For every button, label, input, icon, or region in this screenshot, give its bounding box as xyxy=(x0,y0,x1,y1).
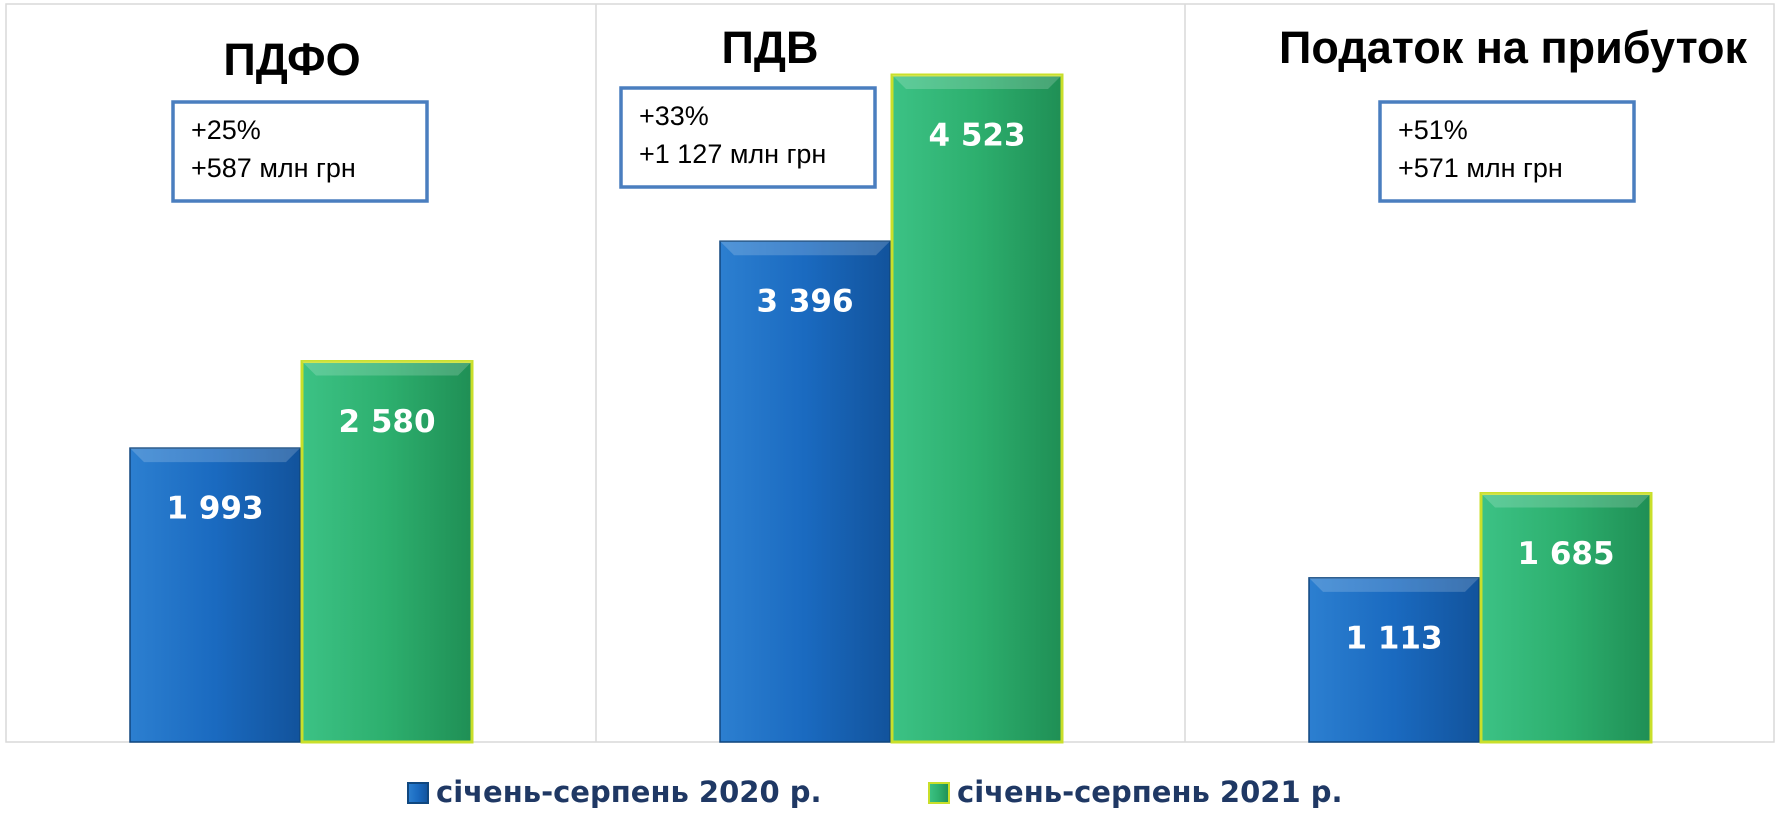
legend-label: січень-серпень 2021 р. xyxy=(957,775,1343,809)
annotation-box xyxy=(619,86,877,189)
bar xyxy=(1308,577,1480,743)
bar xyxy=(1479,492,1653,744)
bar xyxy=(719,240,891,743)
annotation: +33% xyxy=(639,101,709,131)
category-title: Податок на прибуток xyxy=(1279,22,1748,73)
value-label: 1 113 xyxy=(1345,620,1442,656)
value-label: 4 523 xyxy=(928,118,1025,154)
annotation: +1 127 млн грн xyxy=(639,139,826,169)
annotation: +587 млн грн xyxy=(191,153,356,183)
bar-bevel xyxy=(302,361,472,376)
bar xyxy=(300,360,474,744)
annotation: +25% xyxy=(191,115,261,145)
legend-swatch xyxy=(928,782,950,804)
value-label: 3 396 xyxy=(756,284,853,320)
annotation: +571 млн грн xyxy=(1398,153,1563,183)
category-title: ПДВ xyxy=(722,22,819,73)
legend-label: січень-серпень 2020 р. xyxy=(436,775,822,809)
bar-bevel xyxy=(1481,493,1651,508)
bar xyxy=(129,447,301,743)
annotation-box xyxy=(1378,100,1636,203)
bar-bevel xyxy=(1309,577,1479,592)
category-title: ПДФО xyxy=(223,34,360,85)
bar-bevel xyxy=(892,75,1062,89)
annotation-box xyxy=(171,100,429,203)
value-label: 2 580 xyxy=(338,404,435,440)
value-label: 1 993 xyxy=(166,491,263,527)
bar-bevel xyxy=(720,241,890,256)
annotation: +51% xyxy=(1398,115,1468,145)
legend-swatch xyxy=(407,782,429,804)
bar-bevel xyxy=(130,448,300,463)
bar xyxy=(890,73,1064,744)
value-label: 1 685 xyxy=(1517,536,1614,572)
